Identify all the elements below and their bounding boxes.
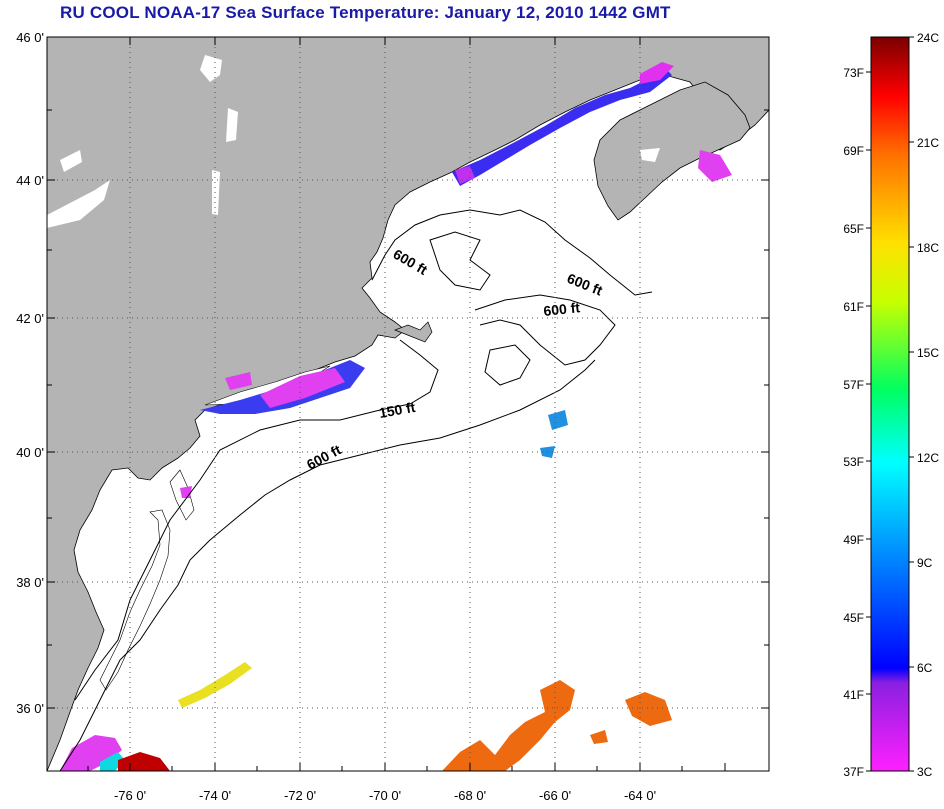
- lat-label: 44 0': [16, 173, 44, 188]
- colorbar-ticks: [866, 36, 914, 772]
- colorbar: [870, 36, 910, 772]
- lat-label: 38 0': [16, 575, 44, 590]
- colorbar-f-label: 49F: [843, 533, 864, 547]
- sst-coastal-magenta: [455, 166, 475, 184]
- lake: [640, 148, 660, 162]
- sst-gulf-of-maine-coastal: [452, 68, 672, 186]
- contour-label: 600 ft: [543, 299, 581, 319]
- colorbar-f-label: 45F: [843, 611, 864, 625]
- lon-label: -72 0': [284, 788, 316, 803]
- lon-label: -76 0': [114, 788, 146, 803]
- bathymetry-contours: [59, 209, 653, 771]
- contour-600ft-gulf: [371, 209, 653, 296]
- map-frame: [46, 36, 770, 772]
- colorbar-c-label: 21C: [917, 136, 939, 150]
- sst-gulfstream-orange: [590, 730, 608, 744]
- lake: [200, 55, 222, 82]
- colorbar-c-label: 3C: [917, 765, 933, 779]
- colorbar-c-label: 15C: [917, 346, 939, 360]
- nova-scotia-landmass: [593, 81, 751, 221]
- colorbar-f-label: 69F: [843, 144, 864, 158]
- colorbar-f-label: 65F: [843, 222, 864, 236]
- sst-bay-of-fundy: [698, 150, 732, 182]
- contour-600ft-basin: [474, 294, 616, 366]
- lake: [47, 180, 110, 228]
- colorbar-f-label: 73F: [843, 66, 864, 80]
- contour-150ft: [74, 339, 439, 701]
- lon-label: -74 0': [199, 788, 231, 803]
- chesapeake-bay: [99, 509, 171, 691]
- contour-600ft-shelf-edge: [59, 359, 596, 771]
- lake: [226, 108, 238, 142]
- sst-new-york-bight: [225, 372, 252, 390]
- lat-label: 42 0': [16, 311, 44, 326]
- contour-gulf-basin-inner: [429, 231, 491, 291]
- colorbar-c-label: 24C: [917, 31, 939, 45]
- contour-gulf-basin-inner: [484, 344, 531, 386]
- lon-label: -70 0': [369, 788, 401, 803]
- colorbar-c-label: 12C: [917, 451, 939, 465]
- map-title: RU COOL NOAA-17 Sea Surface Temperature:…: [60, 3, 671, 22]
- map-ticks: [47, 36, 769, 771]
- colorbar-f-label: 53F: [843, 455, 864, 469]
- sst-nj-magenta: [180, 486, 192, 498]
- colorbar-c-label: 9C: [917, 556, 933, 570]
- sst-georges-bank-blue: [540, 410, 568, 458]
- colorbar-f-label: 41F: [843, 688, 864, 702]
- colorbar-c-label: 6C: [917, 661, 933, 675]
- lake: [212, 170, 220, 215]
- sst-coastal-magenta: [640, 62, 674, 84]
- lon-label: -66 0': [539, 788, 571, 803]
- colorbar-f-label: 57F: [843, 378, 864, 392]
- sst-slope-yellow: [178, 662, 252, 708]
- mainland-landmass: [47, 37, 769, 771]
- sst-hatteras-red: [118, 752, 170, 771]
- cape-cod: [394, 321, 433, 343]
- lake: [60, 150, 82, 172]
- lon-label: -64 0': [624, 788, 656, 803]
- sst-gulfstream-orange: [625, 692, 672, 726]
- lat-lon-grid: [47, 37, 769, 771]
- colorbar-c-label: 18C: [917, 241, 939, 255]
- sst-data-layer: [60, 62, 732, 771]
- colorbar-f-label: 61F: [843, 300, 864, 314]
- sst-gulfstream-orange: [442, 680, 575, 771]
- sst-long-island-magenta: [260, 368, 345, 408]
- lon-label: -68 0': [454, 788, 486, 803]
- contour-label: 150 ft: [378, 399, 417, 421]
- colorbar-f-label: 37F: [843, 765, 864, 779]
- lat-label: 40 0': [16, 445, 44, 460]
- lat-label: 46 0': [16, 30, 44, 45]
- lat-label: 36 0': [16, 701, 44, 716]
